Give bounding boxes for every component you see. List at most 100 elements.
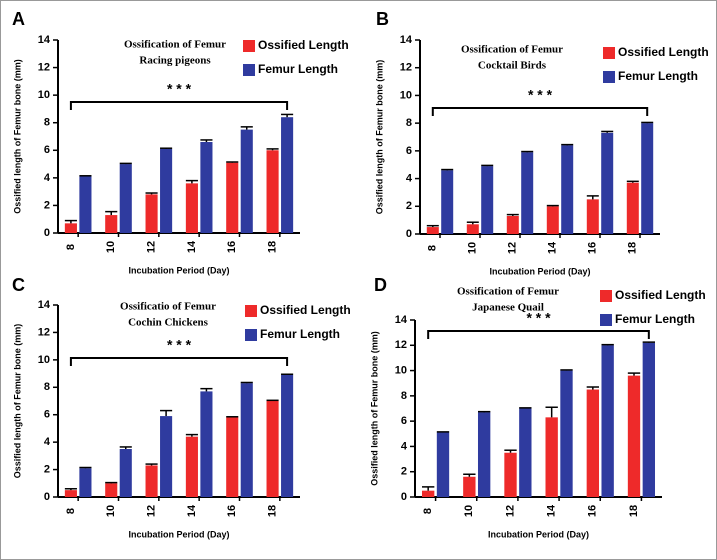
bar <box>641 123 654 234</box>
legend-swatch <box>600 290 612 302</box>
legend-label: Ossified Length <box>260 303 351 317</box>
bar <box>160 416 173 497</box>
significance-label: * * * <box>526 310 551 326</box>
legend-label: Ossified Length <box>615 288 706 302</box>
legend-label: Femur Length <box>258 62 338 76</box>
x-tick-label: 10 <box>105 241 117 253</box>
y-tick-label: 12 <box>38 61 50 73</box>
y-tick-label: 8 <box>44 381 50 393</box>
chart-subtitle: Japanese Quail <box>472 302 544 314</box>
legend-label: Femur Length <box>615 312 695 326</box>
legend-swatch <box>600 314 612 326</box>
y-tick-label: 4 <box>44 436 51 448</box>
y-tick-label: 10 <box>400 89 412 101</box>
chart-subtitle: Cochin Chickens <box>128 317 208 329</box>
bar <box>545 417 558 497</box>
x-axis-label: Incubation Period (Day) <box>488 529 589 539</box>
bar <box>281 117 294 233</box>
y-tick-label: 10 <box>395 364 407 376</box>
x-tick-label: 16 <box>587 242 599 254</box>
y-tick-label: 6 <box>44 409 50 421</box>
bar <box>281 374 294 497</box>
y-tick-label: 0 <box>44 491 50 503</box>
significance-bracket <box>427 330 650 339</box>
bar <box>145 465 158 497</box>
bar <box>626 182 639 234</box>
legend-label: Ossified Length <box>618 45 709 59</box>
y-tick-label: 0 <box>406 228 412 240</box>
bar <box>240 383 253 497</box>
x-tick-label: 8 <box>65 508 77 514</box>
y-axis-label: Ossified length of Femur bone (mm) <box>369 331 379 486</box>
y-tick-label: 0 <box>44 227 50 239</box>
panel-label: A <box>12 9 25 29</box>
legend-label: Femur Length <box>260 327 340 341</box>
x-tick-label: 10 <box>105 505 117 517</box>
bar <box>266 150 279 233</box>
y-tick-label: 8 <box>401 390 407 402</box>
legend-swatch <box>243 64 255 76</box>
x-axis-label: Incubation Period (Day) <box>128 265 229 275</box>
chart-subtitle: Cocktail Birds <box>478 60 547 72</box>
bar <box>185 436 198 497</box>
y-tick-label: 4 <box>401 440 408 452</box>
x-tick-label: 18 <box>627 242 639 254</box>
bar <box>79 176 92 233</box>
y-tick-label: 2 <box>406 200 412 212</box>
bar <box>200 142 213 233</box>
x-tick-label: 16 <box>587 505 599 517</box>
bar <box>481 166 494 234</box>
x-axis-label: Incubation Period (Day) <box>128 529 229 539</box>
bar <box>642 342 656 497</box>
bar <box>546 206 559 234</box>
y-tick-label: 4 <box>44 172 51 184</box>
bar <box>586 199 599 234</box>
chart-title: Ossification of Femur <box>461 44 563 56</box>
x-tick-label: 12 <box>145 241 157 253</box>
legend-swatch <box>243 40 255 52</box>
bar <box>145 194 158 233</box>
y-tick-label: 8 <box>44 117 50 129</box>
x-tick-label: 16 <box>226 505 238 517</box>
x-tick-label: 14 <box>186 504 198 517</box>
y-tick-label: 2 <box>44 463 50 475</box>
y-tick-label: 4 <box>406 172 413 184</box>
bar <box>441 170 454 234</box>
x-tick-label: 18 <box>266 241 278 253</box>
significance-bracket <box>69 101 289 110</box>
x-tick-label: 18 <box>628 505 640 517</box>
legend-label: Femur Length <box>618 69 698 83</box>
x-tick-label: 14 <box>547 241 559 254</box>
legend-swatch <box>603 47 615 59</box>
bar <box>200 391 213 497</box>
x-tick-label: 12 <box>504 505 516 517</box>
y-tick-label: 8 <box>406 117 412 129</box>
bar <box>226 417 239 497</box>
significance-bracket <box>431 107 649 116</box>
bar <box>519 408 532 497</box>
chart-subtitle: Racing pigeons <box>139 55 211 67</box>
chart-title: Ossification of Femur <box>457 286 559 298</box>
bar <box>240 129 253 233</box>
bar <box>64 490 77 497</box>
bar <box>627 375 641 497</box>
y-tick-label: 14 <box>400 34 413 46</box>
y-tick-label: 14 <box>38 299 51 311</box>
x-tick-label: 14 <box>186 240 198 253</box>
x-tick-label: 14 <box>546 504 558 517</box>
y-tick-label: 10 <box>38 89 50 101</box>
x-tick-label: 10 <box>463 505 475 517</box>
y-tick-label: 0 <box>401 491 407 503</box>
y-tick-label: 6 <box>406 145 412 157</box>
bar <box>64 223 77 233</box>
x-tick-label: 12 <box>507 242 519 254</box>
bar <box>560 370 573 497</box>
y-tick-label: 14 <box>395 314 408 326</box>
bar <box>421 490 435 497</box>
bar <box>586 389 600 497</box>
bar <box>561 145 574 234</box>
y-tick-label: 6 <box>44 144 50 156</box>
legend-label: Ossified Length <box>258 38 349 52</box>
bar <box>119 449 132 497</box>
bar <box>521 152 534 234</box>
